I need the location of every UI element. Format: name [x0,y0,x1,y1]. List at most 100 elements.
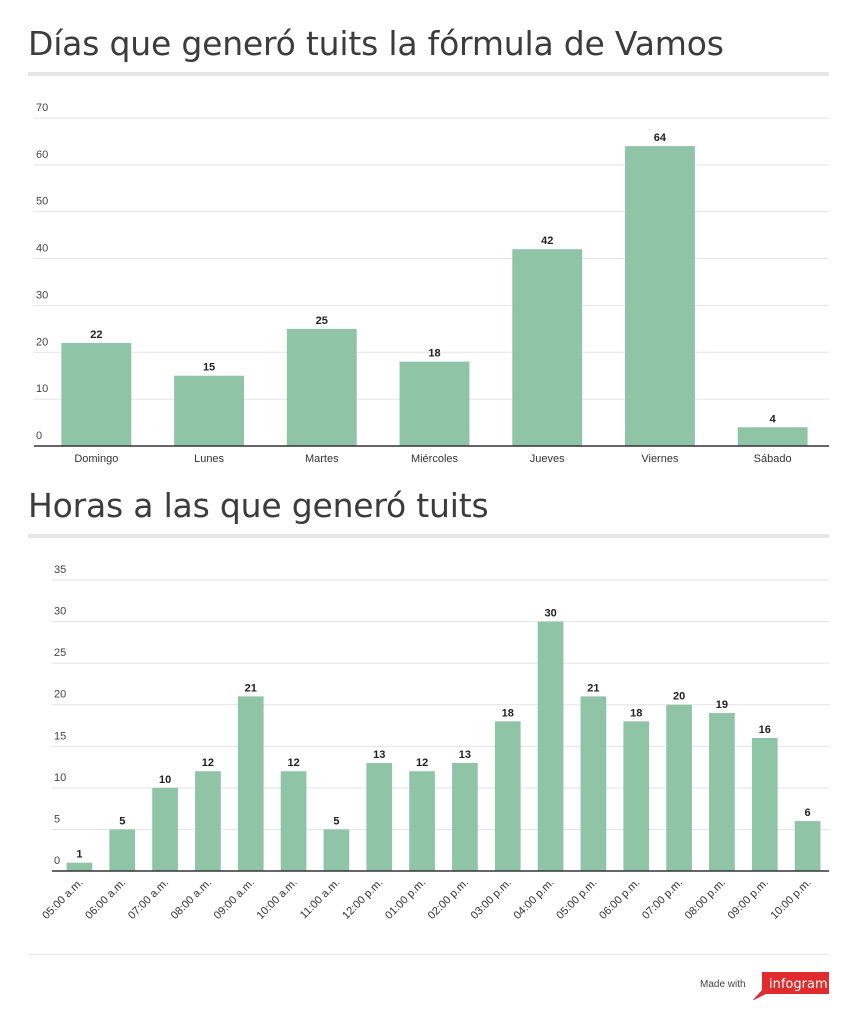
bar[interactable] [751,737,778,871]
bar[interactable] [452,762,478,871]
bar-value-label: 18 [502,707,514,719]
x-tick-label: 06:00 a.m. [83,877,128,922]
y-tick-label: 50 [36,196,48,208]
infogram-logo-link[interactable]: infogram [752,972,829,1000]
chart-title-days: Días que generó tuits la fórmula de Vamo… [28,24,724,63]
y-tick-label: 20 [54,689,66,701]
bar[interactable] [409,771,435,871]
bar[interactable] [66,862,93,871]
x-tick-label: 06:00 p.m. [597,877,642,922]
bar-value-label: 12 [287,757,299,769]
bar[interactable] [624,146,695,446]
bar[interactable] [737,427,808,446]
bar-value-label: 5 [333,815,339,827]
x-tick-label: 11:00 a.m. [298,877,343,922]
bar-value-label: 15 [203,362,215,374]
bar[interactable] [366,762,393,871]
y-tick-label: 0 [54,855,60,867]
bar-value-label: 20 [673,691,685,703]
bar-value-label: 5 [119,815,125,827]
bar[interactable] [494,721,521,871]
x-tick-label: Martes [305,453,339,465]
x-tick-label: 03:00 p.m. [469,877,514,922]
bar-value-label: 12 [416,757,428,769]
hours-bar-chart: 0 5 10 15 20 25 30 35 1 05:00 a.m. 5 06:00 a.m. 10 07… [40,564,829,922]
y-tick-label: 35 [54,564,66,576]
x-tick-label: 02:00 p.m. [426,877,471,922]
x-tick-label: Viernes [641,453,679,465]
y-tick-label: 30 [54,606,66,618]
x-tick-label: 12:00 p.m. [340,877,385,922]
bar-value-label: 10 [159,774,171,786]
bar[interactable] [152,787,178,871]
x-tick-label: 09:00 a.m. [212,877,257,922]
bar-value-label: 18 [428,348,440,360]
title-divider [28,534,829,538]
y-tick-label: 15 [54,730,66,742]
y-tick-label: 30 [36,289,48,301]
x-tick-label: 09:00 p.m. [726,877,771,922]
bar[interactable] [623,721,650,871]
y-tick-label: 40 [36,243,48,255]
bar[interactable] [580,696,607,871]
bar-value-label: 4 [770,413,777,425]
bar[interactable] [399,361,470,446]
bar[interactable] [709,713,735,871]
bar-value-label: 21 [245,682,257,694]
bar[interactable] [537,621,564,871]
bar-value-label: 1 [76,849,82,861]
bar[interactable] [666,704,692,871]
x-tick-label: Jueves [530,453,565,465]
bar-value-label: 64 [654,132,667,144]
bar-value-label: 19 [716,699,728,711]
chart-title-hours: Horas a las que generó tuits [28,486,489,525]
x-tick-label: Miércoles [411,453,459,465]
x-tick-label: Sábado [754,453,792,465]
y-tick-label: 70 [36,102,48,114]
title-divider [28,72,829,76]
x-tick-label: 08:00 p.m. [683,877,728,922]
footer-divider [28,954,829,955]
bar-value-label: 22 [90,329,102,341]
y-tick-label: 0 [36,430,42,442]
bar-value-label: 13 [373,749,385,761]
y-tick-label: 20 [36,336,48,348]
x-tick-label: 10:00 a.m. [254,877,299,922]
bar[interactable] [174,375,245,446]
bar[interactable] [109,829,136,871]
y-tick-label: 10 [36,383,48,395]
bar[interactable] [280,771,307,871]
bar[interactable] [323,829,350,871]
bar-value-label: 42 [541,235,553,247]
days-bar-chart: 0 10 20 30 40 50 60 70 22 Domingo 15 Lunes 25 Martes 1… [34,102,829,465]
infogram-brand-text: infogram [769,977,828,992]
made-with-label: Made with [700,979,746,990]
y-tick-label: 25 [54,647,66,659]
bar[interactable] [195,771,221,871]
bar[interactable] [512,249,583,446]
bar[interactable] [61,342,132,446]
x-tick-label: 01:00 p.m. [383,877,428,922]
bar[interactable] [286,328,357,446]
y-tick-label: 60 [36,149,48,161]
bar-value-label: 13 [459,749,471,761]
x-tick-label: 05:00 a.m. [40,877,85,922]
bar-value-label: 18 [630,707,642,719]
x-tick-label: Lunes [194,453,224,465]
x-tick-label: 05:00 p.m. [554,877,599,922]
bar-value-label: 12 [202,757,214,769]
x-tick-label: 04:00 p.m. [511,877,556,922]
x-tick-label: 08:00 a.m. [169,877,214,922]
bar[interactable] [237,696,264,871]
bar-value-label: 25 [316,315,328,327]
x-tick-label: 07:00 a.m. [126,877,171,922]
bar-value-label: 21 [587,682,599,694]
y-tick-label: 5 [54,813,60,825]
bar[interactable] [794,821,821,871]
bar-value-label: 30 [544,608,556,620]
bar-value-label: 16 [759,724,771,736]
x-tick-label: Domingo [74,453,118,465]
y-tick-label: 10 [54,772,66,784]
infogram-logo-icon [752,972,829,1000]
bar-value-label: 6 [805,807,811,819]
